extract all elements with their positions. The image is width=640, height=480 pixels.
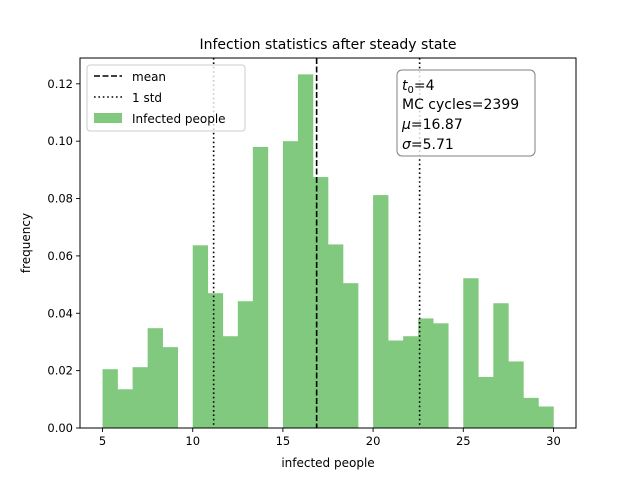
legend-label-infected: Infected people (132, 112, 226, 126)
histogram-bar (373, 195, 389, 428)
annotation-mu-value: =16.87 (411, 117, 463, 133)
x-tick-label: 25 (456, 434, 471, 448)
histogram-bar (117, 389, 133, 428)
y-tick-label: 0.12 (47, 77, 73, 91)
histogram-bar (343, 283, 359, 428)
histogram-bar (478, 376, 494, 428)
histogram-bar (508, 361, 524, 428)
annotation-mu: μ=16.87 (401, 117, 463, 133)
histogram-bar (433, 323, 449, 428)
histogram-bar (147, 328, 163, 428)
x-axis-label: infected people (281, 456, 374, 470)
y-tick-label: 0.02 (47, 364, 73, 378)
legend-frame (86, 64, 246, 132)
histogram-bar (463, 278, 479, 428)
histogram-bar (252, 146, 269, 428)
x-tick-label: 20 (366, 434, 381, 448)
y-tick-label: 0.00 (47, 421, 73, 435)
histogram-bar (282, 141, 299, 429)
statistics-annotation: t0=4 MC cycles=2399 μ=16.87 σ=5.71 (396, 69, 536, 157)
annotation-sigma-value: =5.71 (411, 137, 454, 153)
annotation-t0: t0=4 (402, 78, 435, 96)
histogram-bar (418, 318, 434, 428)
y-axis-ticks: 0.00 0.02 0.04 0.06 0.08 0.10 0.12 (47, 77, 80, 435)
histogram-bar (162, 347, 179, 428)
annotation-mu-symbol: μ (401, 117, 411, 133)
annotation-sigma-symbol: σ (402, 137, 412, 153)
annotation-t0-symbol: t (402, 78, 408, 94)
y-tick-label: 0.08 (47, 192, 73, 206)
histogram-bar (538, 406, 554, 428)
x-tick-label: 10 (185, 434, 200, 448)
annotation-t0-subscript: 0 (408, 85, 414, 96)
chart-title: Infection statistics after steady state (200, 37, 457, 53)
y-tick-label: 0.06 (47, 249, 73, 263)
histogram-bar (312, 177, 329, 428)
y-tick-label: 0.10 (47, 134, 73, 148)
histogram-bar (328, 244, 344, 428)
chart-legend: mean 1 std Infected people (86, 64, 246, 132)
histogram-bar (403, 336, 419, 428)
histogram-bar (192, 245, 209, 428)
legend-infected-swatch (94, 113, 122, 123)
annotation-sigma: σ=5.71 (402, 137, 454, 153)
histogram-bar (207, 293, 224, 428)
annotation-mc-cycles: MC cycles=2399 (402, 97, 519, 113)
legend-label-std: 1 std (132, 91, 162, 105)
x-tick-label: 5 (99, 434, 106, 448)
plot-area-frame (79, 57, 577, 429)
x-tick-label: 15 (276, 434, 291, 448)
histogram-bar (523, 397, 539, 428)
annotation-t0-value: =4 (414, 78, 435, 94)
legend-label-mean: mean (132, 70, 166, 84)
histogram-bar (493, 303, 509, 428)
histogram-bar (297, 74, 314, 428)
y-axis-label: frequency (19, 213, 33, 273)
x-tick-label: 30 (546, 434, 561, 448)
histogram-bar (102, 369, 118, 428)
annotation-box (396, 69, 536, 157)
histogram-bar (388, 340, 404, 428)
histogram-bar (132, 367, 148, 428)
histogram-bar (222, 336, 239, 428)
histogram-bars (102, 74, 554, 429)
histogram-bar (237, 301, 254, 428)
x-axis-ticks: 5 10 15 20 25 30 (99, 428, 561, 448)
y-tick-label: 0.04 (47, 306, 73, 320)
